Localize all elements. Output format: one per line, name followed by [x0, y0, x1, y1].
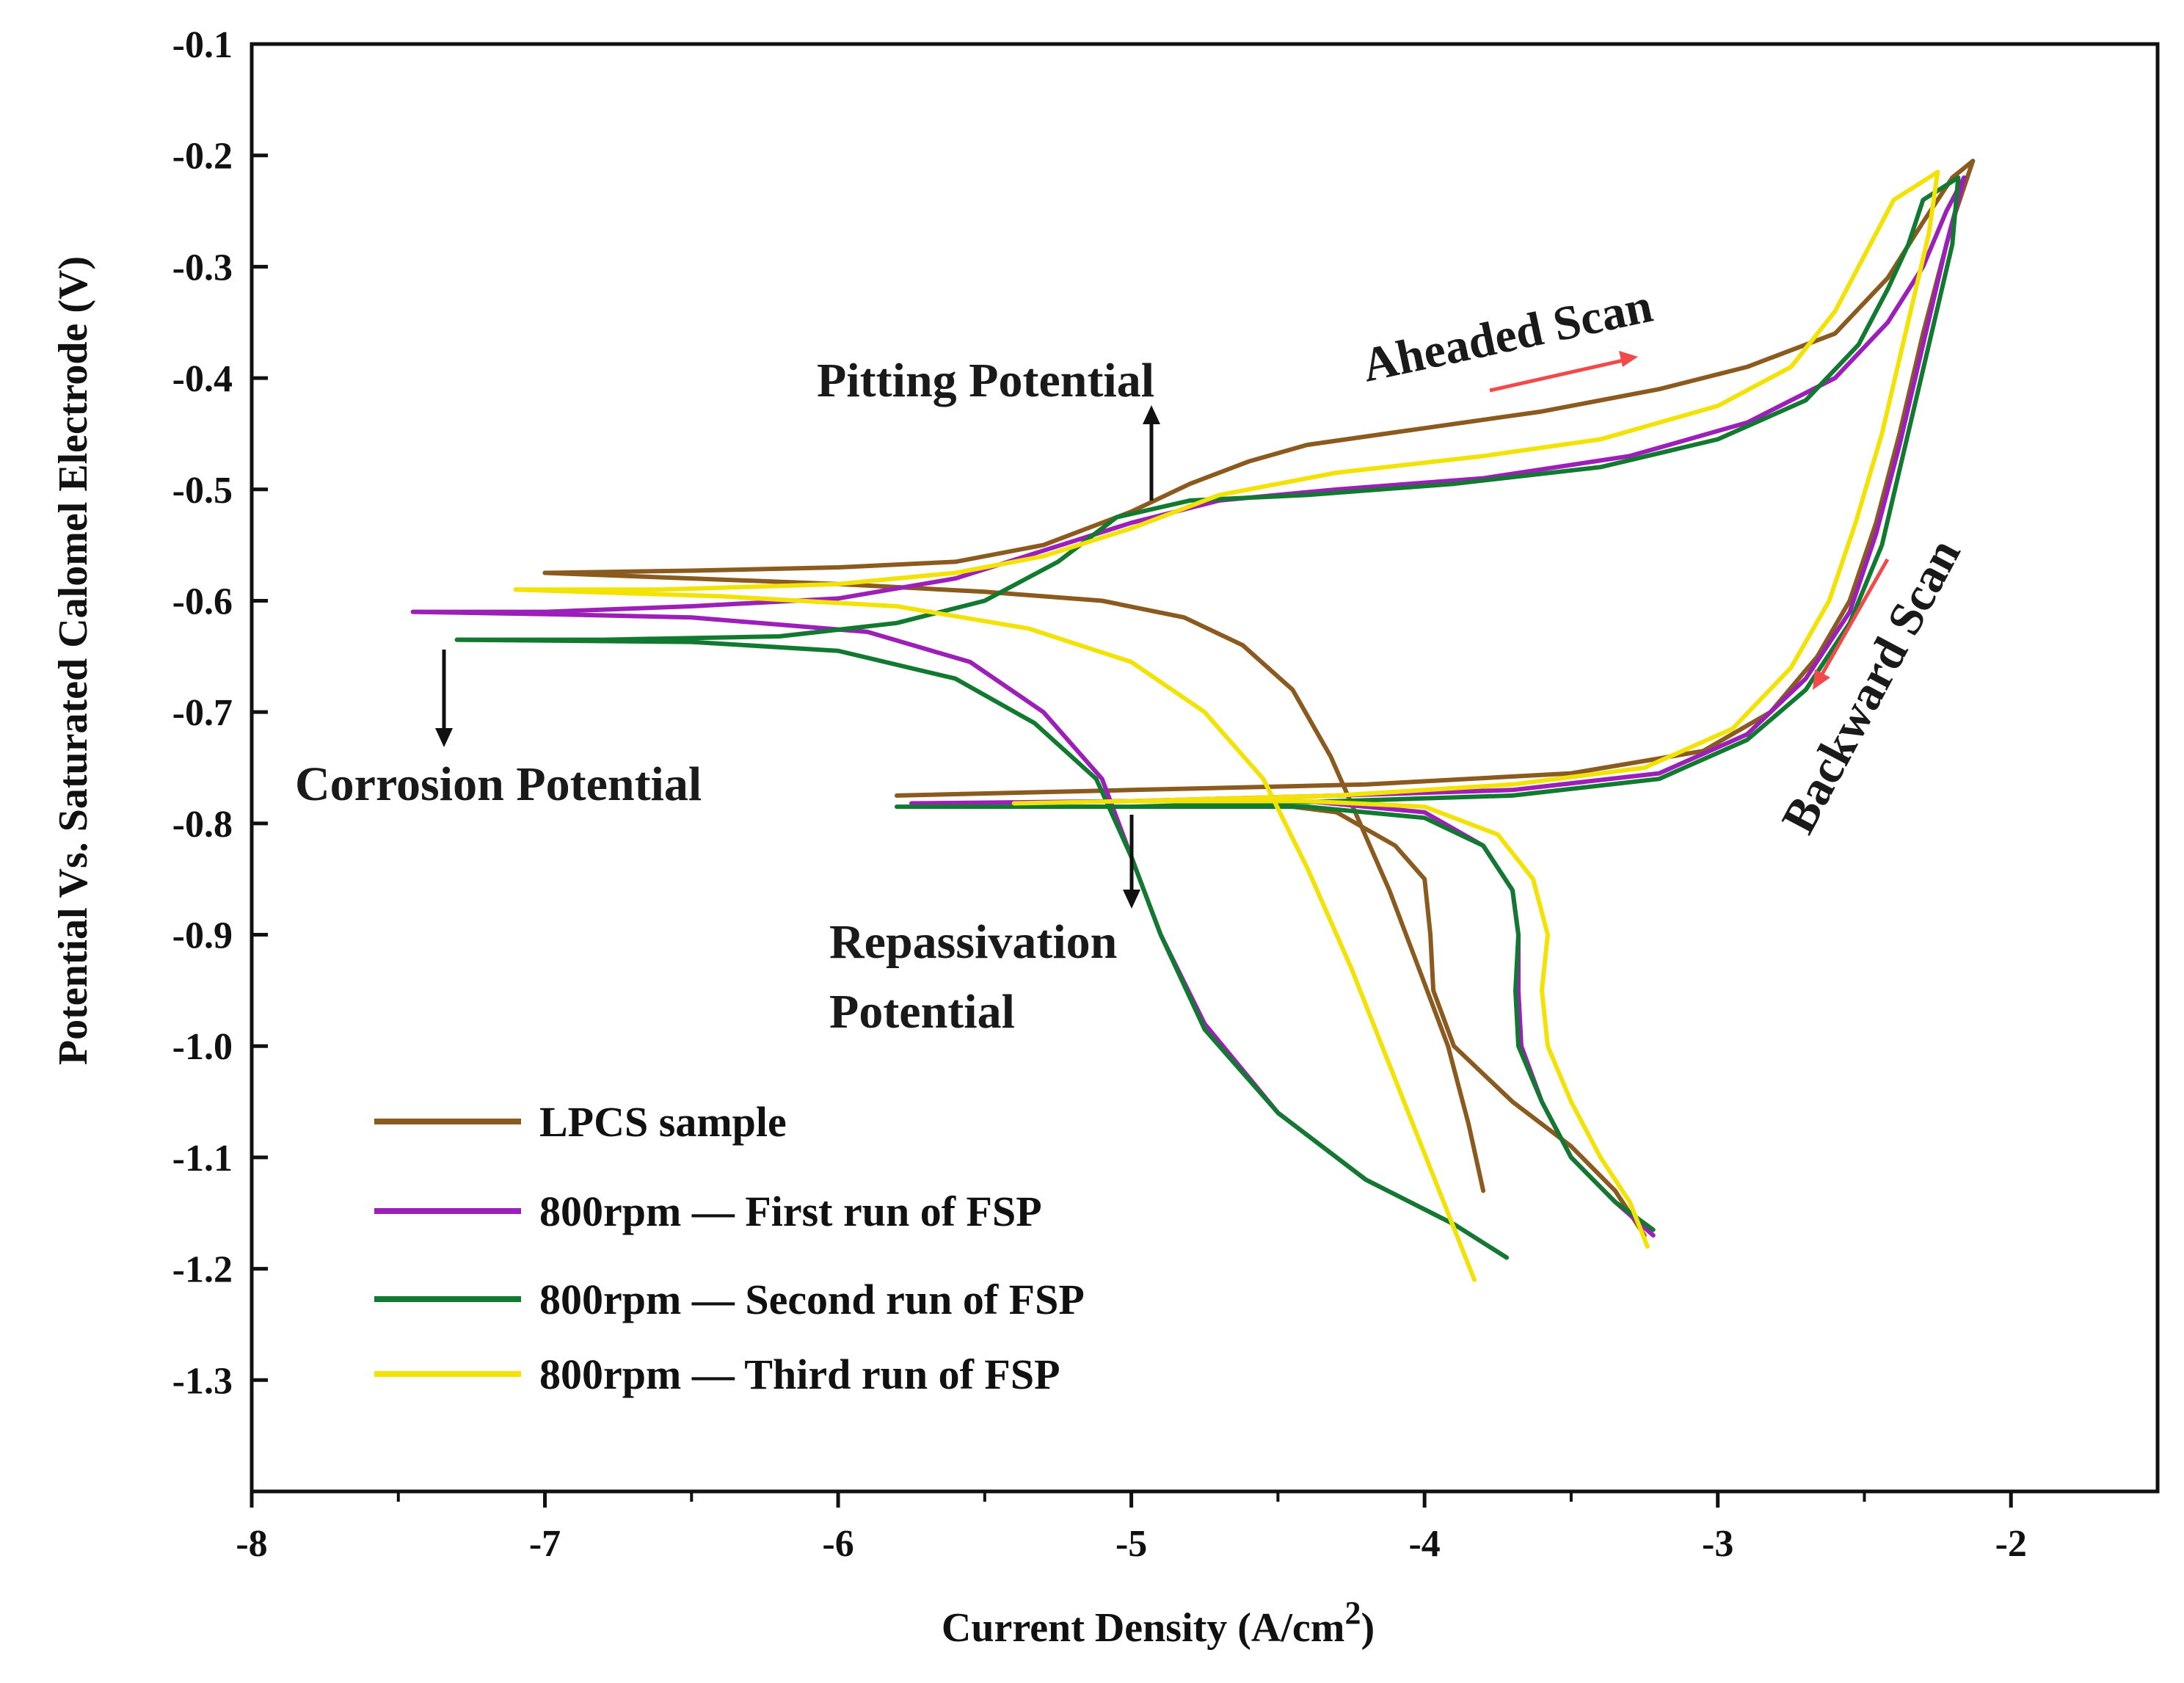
series-4-cathodic-branch — [513, 587, 1477, 1282]
x-axis-title-main: Current Density (A/cm — [942, 1605, 1345, 1651]
x-axis-title-end: ) — [1361, 1605, 1375, 1651]
corrosion-arrow — [435, 650, 453, 747]
backward-scan-arrow — [1813, 558, 1890, 690]
series-layer — [410, 159, 1976, 1282]
legend-label: 800rpm — Second run of FSP — [539, 1276, 1085, 1323]
aheaded-scan-arrow — [1489, 351, 1638, 393]
series-3-anodic-branch — [454, 175, 1961, 642]
y-tick-label: -0.7 — [172, 692, 233, 734]
y-tick-label: -1.3 — [172, 1360, 233, 1402]
y-tick-label: -0.3 — [172, 247, 233, 288]
repassivation-arrow — [1123, 815, 1140, 909]
y-tick-label: -1.0 — [172, 1026, 233, 1068]
y-tick-label: -0.4 — [172, 358, 233, 400]
x-axis-title-superscript: 2 — [1344, 1595, 1361, 1631]
series-1-tail-branch — [1129, 799, 1647, 1238]
series-1-cathodic-branch — [542, 570, 1486, 1193]
series-4-tail-branch — [1129, 799, 1650, 1249]
x-axis-title: Current Density (A/cm2) — [942, 1595, 1375, 1651]
x-tick-label: -3 — [1702, 1523, 1733, 1565]
y-tick-label: -0.1 — [172, 24, 233, 66]
x-tick-label: -8 — [236, 1523, 267, 1565]
y-tick-label: -0.8 — [172, 804, 233, 846]
annotation-repassivation-line1: Repassivation — [829, 915, 1117, 969]
series-4-reverse-branch — [1011, 170, 1940, 806]
y-tick-label: -0.5 — [172, 470, 233, 512]
y-axis-title: Potential Vs. Saturated Calomel Electrod… — [51, 256, 96, 1065]
series-1-anodic-branch — [542, 159, 1976, 575]
series-4 — [513, 170, 1940, 1282]
plot-frame — [250, 42, 2160, 1494]
y-axis: -0.1 -0.2 -0.3 -0.4 -0.5 -0.6 -0.7 -0.8 -0.9 -1.0… — [172, 24, 268, 1402]
y-tick-label: -1.1 — [172, 1138, 233, 1179]
x-tick-label: -6 — [822, 1523, 853, 1565]
legend-label: 800rpm — First run of FSP — [539, 1188, 1042, 1235]
legend: LPCS sample 800rpm — First run of FSP 800r… — [374, 1098, 1085, 1398]
series-3-tail-branch — [1129, 804, 1656, 1232]
y-tick-label: -0.9 — [172, 915, 233, 957]
annotation-pitting-potential: Pitting Potential — [817, 354, 1154, 407]
legend-label: LPCS sample — [539, 1098, 787, 1146]
x-tick-label: -2 — [1995, 1523, 2027, 1565]
y-tick-label: -1.2 — [172, 1249, 233, 1291]
x-tick-label: -7 — [529, 1523, 561, 1565]
series-1-reverse-branch — [895, 159, 1976, 798]
x-tick-label: -5 — [1115, 1523, 1147, 1565]
y-tick-label: -0.2 — [172, 136, 233, 178]
legend-label: 800rpm — Third run of FSP — [539, 1351, 1060, 1398]
series-1 — [542, 159, 1976, 1238]
x-axis: -8 -7 -6 -5 -4 -3 -2 — [236, 1491, 2027, 1565]
series-4-anodic-branch — [513, 170, 1940, 592]
annotation-corrosion-potential: Corrosion Potential — [295, 757, 702, 811]
pitting-arrow — [1143, 405, 1160, 501]
annotation-repassivation-line2: Potential — [829, 985, 1015, 1039]
y-tick-label: -0.6 — [172, 581, 233, 622]
x-tick-label: -4 — [1408, 1523, 1440, 1565]
